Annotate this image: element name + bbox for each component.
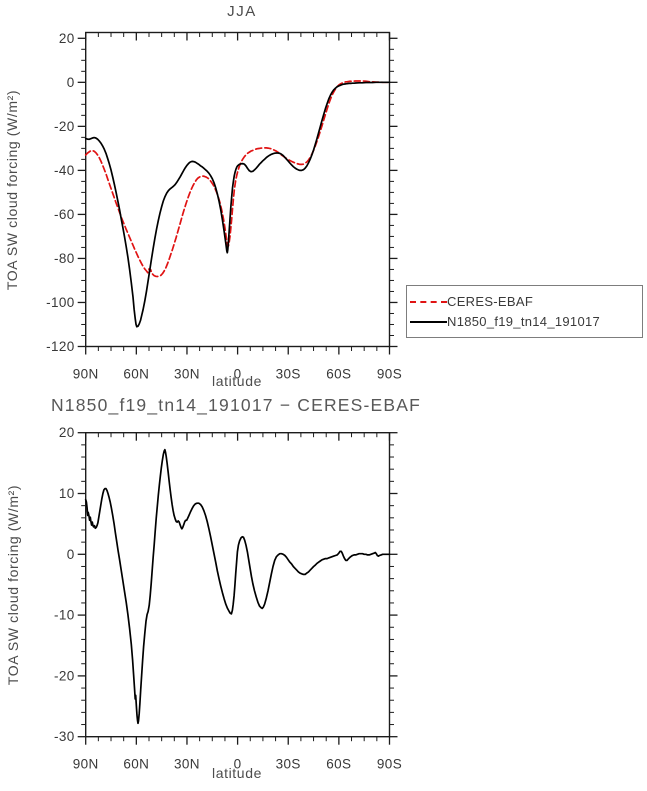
series-line-ceres-ebaf bbox=[84, 80, 391, 278]
tick-labels: 90N 60N 30N 0 30S 60S 90S 20 10 0 -10 -20 -30 bbox=[54, 425, 402, 772]
y-tick-label: -10 bbox=[54, 608, 75, 623]
x-tick-label: 60S bbox=[326, 757, 351, 772]
top-y-axis-label: TOA SW cloud forcing (W/m²) bbox=[4, 90, 20, 290]
series-line-difference bbox=[84, 448, 391, 725]
legend-label: CERES-EBAF bbox=[447, 294, 534, 309]
x-tick-label: 90N bbox=[73, 757, 99, 772]
axis-ticks bbox=[77, 32, 398, 355]
y-tick-label: -40 bbox=[54, 163, 75, 178]
y-tick-label: -20 bbox=[54, 119, 75, 134]
bottom-chart: 90N 60N 30N 0 30S 60S 90S 20 10 0 -10 -20 -30 bbox=[54, 425, 402, 772]
axis-ticks bbox=[77, 432, 398, 745]
legend-label: N1850_f19_tn14_191017 bbox=[447, 314, 601, 329]
y-tick-label: -20 bbox=[54, 668, 75, 683]
x-tick-label: 0 bbox=[234, 757, 242, 772]
y-tick-label: -120 bbox=[46, 339, 75, 354]
x-tick-label: 60S bbox=[326, 367, 351, 382]
y-tick-label: 10 bbox=[59, 486, 75, 501]
series-line-n1850-f19-tn14-191017 bbox=[84, 81, 391, 328]
x-tick-label: 60N bbox=[123, 367, 149, 382]
x-tick-label: 0 bbox=[234, 367, 242, 382]
y-tick-label: -80 bbox=[54, 251, 75, 266]
x-tick-label: 60N bbox=[123, 757, 149, 772]
x-tick-label: 30N bbox=[174, 367, 200, 382]
x-tick-label: 90S bbox=[377, 757, 402, 772]
y-tick-label: 20 bbox=[59, 425, 75, 440]
top-chart-title: JJA bbox=[227, 3, 257, 20]
y-tick-label: 0 bbox=[67, 75, 75, 90]
y-tick-label: -30 bbox=[54, 729, 75, 744]
plot-frame bbox=[84, 432, 391, 738]
y-tick-label: 0 bbox=[67, 547, 75, 562]
top-chart: 90N 60N 30N 0 30S 60S 90S 20 0 -20 -40 -60 -80 -100 -1… bbox=[46, 31, 402, 382]
top-x-axis-label: latitude bbox=[212, 373, 262, 389]
legend-box: CERES-EBAF N1850_f19_tn14_191017 bbox=[406, 285, 643, 338]
y-tick-label: -60 bbox=[54, 207, 75, 222]
x-tick-label: 30S bbox=[276, 757, 301, 772]
bottom-x-axis-label: latitude bbox=[212, 765, 262, 781]
legend-line-sample-dashed bbox=[410, 300, 447, 303]
x-tick-label: 30S bbox=[276, 367, 301, 382]
legend-item-model: N1850_f19_tn14_191017 bbox=[410, 315, 642, 328]
bottom-chart-title: N1850_f19_tn14_191017 − CERES-EBAF bbox=[51, 395, 421, 416]
y-tick-label: -100 bbox=[46, 295, 75, 310]
y-tick-label: 20 bbox=[59, 31, 75, 46]
legend-item-ceres-ebaf: CERES-EBAF bbox=[410, 295, 642, 308]
tick-labels: 90N 60N 30N 0 30S 60S 90S 20 0 -20 -40 -60 -80 -100 -1… bbox=[46, 31, 402, 382]
plot-frame bbox=[84, 31, 391, 348]
bottom-y-axis-label: TOA SW cloud forcing (W/m²) bbox=[5, 485, 21, 685]
x-tick-label: 90N bbox=[73, 367, 99, 382]
legend-line-sample-solid bbox=[410, 320, 447, 323]
x-tick-label: 30N bbox=[174, 757, 200, 772]
x-tick-label: 90S bbox=[377, 367, 402, 382]
